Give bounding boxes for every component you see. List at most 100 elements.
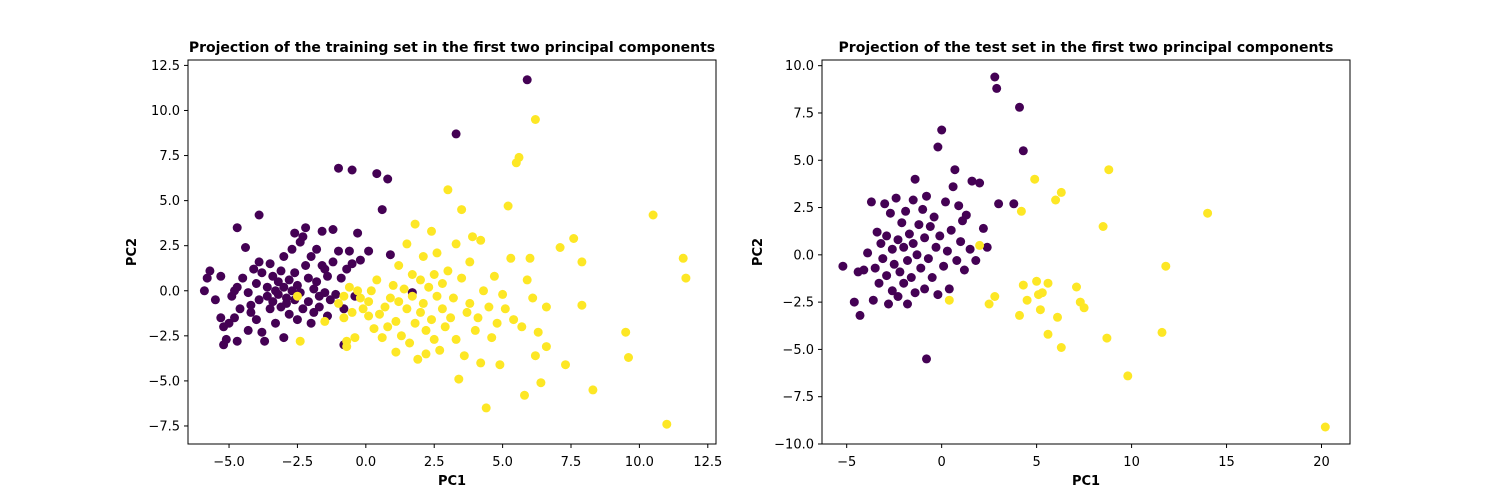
left-chart-point-s1-56 bbox=[443, 185, 453, 195]
left-chart-point-s0-17 bbox=[238, 273, 248, 283]
left-chart-point-s1-21 bbox=[380, 302, 390, 312]
right-chart-point-s0-24 bbox=[895, 267, 905, 277]
right-chart-point-s0-59 bbox=[948, 182, 958, 192]
left-chart-point-s0-22 bbox=[246, 307, 256, 317]
right-chart-y-tick-label: −10.0 bbox=[774, 438, 814, 453]
right-chart-point-s0-33 bbox=[908, 239, 918, 248]
right-chart-point-s0-17 bbox=[885, 208, 895, 218]
left-chart-point-s0-18 bbox=[241, 243, 250, 252]
right-chart-point-s0-73 bbox=[990, 72, 1000, 82]
left-chart-y-tick-label: −7.5 bbox=[148, 419, 180, 434]
right-chart-point-s0-16 bbox=[884, 299, 893, 309]
left-chart-point-s0-26 bbox=[254, 257, 264, 267]
right-chart-point-s1-29 bbox=[1320, 422, 1330, 432]
left-chart-x-ticks: −5.0 −2.5 0.0 2.5 5.0 7.5 10.0 12.5 bbox=[213, 444, 722, 470]
left-chart-point-s0-84 bbox=[334, 246, 343, 256]
left-chart-point-s1-34 bbox=[407, 291, 417, 301]
left-chart-point-s0-1 bbox=[202, 273, 212, 283]
right-chart-y-tick-label: 10.0 bbox=[785, 59, 814, 74]
left-chart-point-s0-12 bbox=[230, 313, 239, 323]
left-chart-point-s0-2 bbox=[205, 266, 215, 276]
left-chart-point-s0-32 bbox=[262, 282, 272, 292]
right-chart-point-s0-13 bbox=[880, 199, 890, 209]
left-chart-ylabel: PC2 bbox=[125, 238, 140, 266]
left-chart-point-s0-24 bbox=[251, 279, 261, 288]
left-chart-point-s1-57 bbox=[443, 266, 453, 276]
left-chart-y-tick-label: 7.5 bbox=[159, 149, 180, 164]
left-chart-point-s1-12 bbox=[355, 293, 365, 303]
right-chart-point-s0-23 bbox=[893, 292, 903, 301]
left-chart-point-s1-41 bbox=[418, 298, 428, 308]
left-chart-x-tick-label: −5.0 bbox=[213, 455, 245, 470]
right-chart-point-s0-41 bbox=[920, 284, 930, 294]
left-chart-point-s1-62 bbox=[454, 374, 464, 384]
right-chart-point-s0-19 bbox=[887, 286, 897, 296]
left-chart-point-s0-71 bbox=[312, 277, 322, 287]
left-chart-point-s0-56 bbox=[292, 315, 302, 325]
right-chart-y-tick-label: 7.5 bbox=[793, 106, 814, 121]
left-chart-point-s1-43 bbox=[421, 325, 431, 335]
left-chart-point-s1-107 bbox=[648, 210, 658, 220]
left-chart-point-s1-85 bbox=[509, 315, 519, 325]
left-chart-point-s0-13 bbox=[232, 282, 242, 292]
left-chart-point-s0-103 bbox=[522, 75, 532, 85]
left-chart-point-s1-84 bbox=[506, 253, 516, 263]
right-chart-point-s0-44 bbox=[922, 354, 931, 364]
left-chart-point-s0-83 bbox=[331, 289, 341, 299]
right-chart-point-s0-68 bbox=[967, 176, 977, 186]
left-chart-x-tick-label: 12.5 bbox=[693, 455, 722, 470]
left-chart-point-s1-77 bbox=[487, 333, 497, 343]
left-chart-point-s1-46 bbox=[427, 315, 436, 325]
left-chart-point-s1-102 bbox=[577, 257, 587, 267]
right-chart: Projection of the test set in the first … bbox=[751, 40, 1351, 489]
left-chart-point-s0-82 bbox=[328, 225, 338, 234]
left-chart-point-s0-62 bbox=[301, 261, 311, 270]
left-chart-point-s1-50 bbox=[432, 291, 442, 301]
left-chart-point-s0-0 bbox=[199, 286, 209, 296]
right-chart-point-s0-78 bbox=[1018, 146, 1028, 156]
left-chart-point-s0-64 bbox=[303, 273, 313, 283]
left-chart-x-tick-label: −2.5 bbox=[282, 455, 314, 470]
right-chart-point-s0-37 bbox=[912, 250, 922, 260]
right-chart-point-s0-63 bbox=[956, 237, 966, 247]
left-chart-point-s1-89 bbox=[520, 390, 529, 400]
left-chart-point-s1-53 bbox=[437, 304, 447, 314]
left-chart-point-s1-95 bbox=[533, 327, 543, 337]
right-chart-point-s0-28 bbox=[901, 206, 911, 216]
right-chart-point-s1-22 bbox=[1098, 222, 1108, 231]
right-chart-point-s0-34 bbox=[908, 195, 918, 205]
left-chart-point-s1-24 bbox=[388, 280, 398, 290]
right-chart-point-s0-3 bbox=[855, 310, 865, 320]
right-chart-point-s0-47 bbox=[927, 273, 937, 282]
left-chart-point-s0-21 bbox=[246, 300, 256, 310]
left-chart-point-s1-63 bbox=[457, 273, 467, 283]
right-chart-point-s0-62 bbox=[954, 201, 964, 211]
right-chart-x-tick-label: 20 bbox=[1313, 455, 1330, 470]
left-chart-point-s1-87 bbox=[514, 152, 524, 162]
right-chart-point-s0-26 bbox=[899, 278, 909, 288]
left-chart-point-s0-19 bbox=[243, 325, 253, 335]
right-chart-point-s1-26 bbox=[1157, 327, 1167, 337]
right-chart-point-s0-66 bbox=[961, 210, 971, 220]
right-chart-point-s0-29 bbox=[903, 256, 912, 265]
right-chart-point-s0-53 bbox=[937, 125, 947, 135]
left-chart-point-s0-31 bbox=[260, 336, 270, 346]
right-chart-point-s0-49 bbox=[931, 242, 941, 252]
right-chart-point-s0-51 bbox=[933, 290, 943, 300]
left-chart-point-s1-76 bbox=[484, 302, 494, 312]
left-chart: Projection of the training set in the fi… bbox=[125, 40, 722, 489]
right-chart-point-s0-15 bbox=[882, 231, 892, 241]
left-chart-point-s0-23 bbox=[249, 264, 259, 274]
right-chart-x-tick-label: 10 bbox=[1123, 455, 1140, 470]
left-chart-point-s1-110 bbox=[681, 273, 691, 283]
left-chart-point-s1-79 bbox=[492, 318, 502, 328]
left-chart-point-s1-3 bbox=[334, 298, 343, 308]
right-chart-point-s0-38 bbox=[914, 220, 924, 230]
right-chart-point-s0-74 bbox=[992, 83, 1002, 93]
left-chart-point-s1-71 bbox=[473, 313, 483, 323]
left-chart-point-s0-57 bbox=[292, 280, 302, 290]
left-chart-point-s0-46 bbox=[279, 252, 289, 261]
right-chart-point-s0-76 bbox=[1009, 199, 1019, 209]
left-chart-point-s1-8 bbox=[344, 282, 354, 292]
right-chart-point-s1-18 bbox=[1056, 343, 1066, 352]
